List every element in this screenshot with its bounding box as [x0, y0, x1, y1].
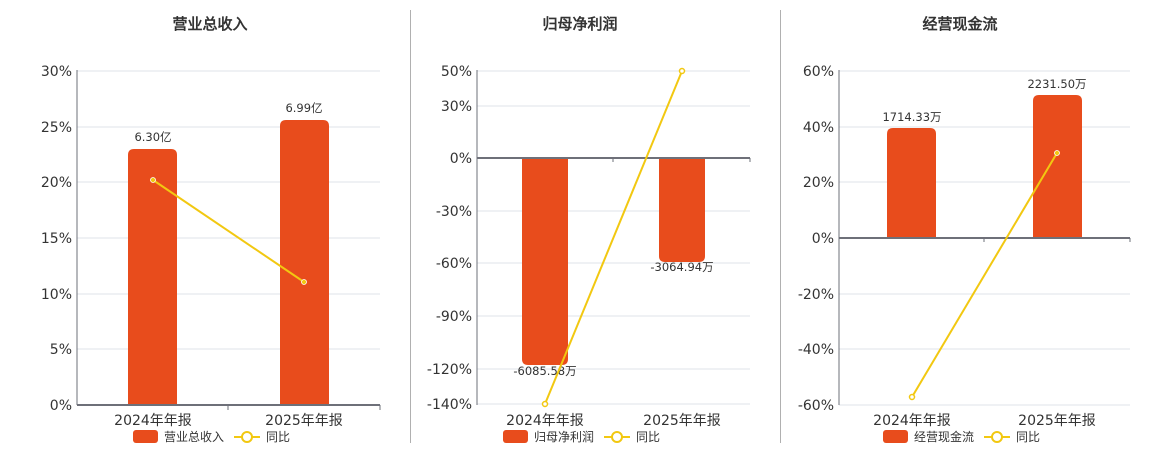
svg-text:-120%: -120%: [427, 362, 472, 378]
svg-text:60%: 60%: [803, 64, 834, 80]
svg-text:6.30亿: 6.30亿: [134, 130, 171, 144]
yoy-line: [150, 177, 307, 285]
svg-text:-140%: -140%: [427, 397, 472, 413]
legend: 营业总收入 同比: [133, 428, 290, 445]
svg-text:2024年年报: 2024年年报: [506, 413, 584, 429]
yoy-point-2024[interactable]: [541, 400, 549, 408]
chart-title: 经营现金流: [922, 15, 998, 33]
svg-text:5%: 5%: [50, 342, 72, 358]
chart-plot: 50% 30% 0% -30% -60% -90% -120% -140% -6…: [427, 64, 751, 429]
x-axis-labels: 2024年年报 2025年年报: [506, 413, 721, 429]
yoy-line: [541, 67, 686, 408]
legend-bar-label[interactable]: 经营现金流: [914, 430, 975, 444]
yoy-line: [908, 150, 1060, 401]
legend-line-label[interactable]: 同比: [636, 430, 661, 444]
svg-text:50%: 50%: [441, 64, 472, 80]
svg-text:2231.50万: 2231.50万: [1027, 77, 1086, 91]
legend-bar-label[interactable]: 营业总收入: [164, 430, 225, 444]
legend-bar-swatch-icon[interactable]: [883, 430, 908, 443]
yoy-point-2025[interactable]: [678, 67, 686, 75]
legend-line-circle-icon[interactable]: [234, 430, 261, 443]
panel-divider: [780, 10, 781, 443]
legend-bar-label[interactable]: 归母净利润: [534, 430, 595, 444]
chart-panel-revenue: 营业总收入 30% 25% 20% 15% 10% 5% 0% 6.30亿 6.…: [0, 0, 400, 450]
svg-text:25%: 25%: [41, 120, 72, 136]
bar-2025[interactable]: [280, 120, 329, 405]
chart-plot: 30% 25% 20% 15% 10% 5% 0% 6.30亿 6.99亿 20: [41, 64, 381, 429]
svg-text:40%: 40%: [803, 120, 834, 136]
yoy-point-2025[interactable]: [301, 279, 307, 285]
bar-2025[interactable]: [659, 158, 705, 262]
chart-title: 营业总收入: [172, 15, 248, 33]
x-axis-labels: 2024年年报 2025年年报: [114, 413, 343, 429]
legend-line-circle-icon[interactable]: [604, 430, 631, 443]
svg-text:30%: 30%: [441, 99, 472, 115]
svg-text:2025年年报: 2025年年报: [1018, 413, 1096, 429]
svg-text:10%: 10%: [41, 287, 72, 303]
svg-text:20%: 20%: [41, 175, 72, 191]
yoy-point-2024[interactable]: [150, 177, 156, 183]
y-axis-labels: 60% 40% 20% 0% -20% -40% -60%: [798, 64, 834, 414]
panel-divider: [410, 10, 411, 443]
legend-bar-swatch-icon[interactable]: [133, 430, 158, 443]
bar-2024[interactable]: [522, 158, 568, 365]
svg-text:0%: 0%: [50, 398, 72, 414]
svg-text:15%: 15%: [41, 231, 72, 247]
svg-text:0%: 0%: [450, 151, 472, 167]
bar-value-labels: 1714.33万 2231.50万: [882, 77, 1086, 124]
y-axis-labels: 30% 25% 20% 15% 10% 5% 0%: [41, 64, 72, 414]
legend: 归母净利润 同比: [503, 428, 660, 445]
svg-text:-3064.94万: -3064.94万: [650, 260, 713, 274]
bar-2024[interactable]: [128, 149, 177, 405]
legend-line-circle-icon[interactable]: [984, 430, 1011, 443]
svg-text:0%: 0%: [812, 231, 834, 247]
svg-text:20%: 20%: [803, 175, 834, 191]
svg-text:2024年年报: 2024年年报: [873, 413, 951, 429]
yoy-point-2025[interactable]: [1054, 150, 1060, 156]
legend: 经营现金流 同比: [883, 428, 1040, 445]
bar-2024[interactable]: [887, 128, 936, 238]
svg-text:-30%: -30%: [436, 204, 472, 220]
svg-text:2025年年报: 2025年年报: [643, 413, 721, 429]
svg-text:6.99亿: 6.99亿: [285, 101, 322, 115]
svg-text:-20%: -20%: [798, 287, 834, 303]
svg-text:-60%: -60%: [798, 398, 834, 414]
svg-text:-90%: -90%: [436, 309, 472, 325]
svg-text:2024年年报: 2024年年报: [114, 413, 192, 429]
bar-value-labels: 6.30亿 6.99亿: [134, 101, 322, 144]
bar-2025[interactable]: [1033, 95, 1082, 238]
chart-panel-net-profit: 归母净利润 50% 30% 0% -30% -60% -90% -120% -1…: [427, 15, 751, 445]
svg-text:-40%: -40%: [798, 342, 834, 358]
legend-line-label[interactable]: 同比: [266, 430, 291, 444]
legend-bar-swatch-icon[interactable]: [503, 430, 528, 443]
yoy-point-2024[interactable]: [908, 393, 916, 401]
svg-text:1714.33万: 1714.33万: [882, 110, 941, 124]
chart-title: 归母净利润: [542, 15, 618, 33]
svg-text:30%: 30%: [41, 64, 72, 80]
svg-text:-60%: -60%: [436, 256, 472, 272]
legend-line-label[interactable]: 同比: [1016, 430, 1041, 444]
y-axis-labels: 50% 30% 0% -30% -60% -90% -120% -140%: [427, 64, 472, 413]
gridlines: [77, 70, 380, 350]
svg-text:2025年年报: 2025年年报: [265, 413, 343, 429]
x-axis-labels: 2024年年报 2025年年报: [873, 413, 1096, 429]
